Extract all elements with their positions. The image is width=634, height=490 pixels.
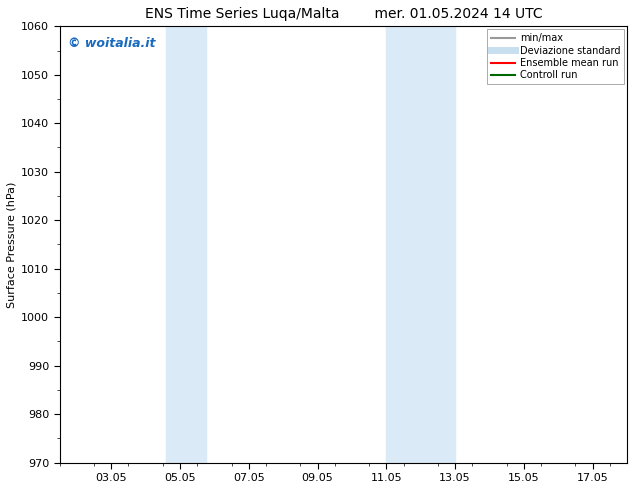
Bar — [386, 26, 455, 463]
Title: ENS Time Series Luqa/Malta        mer. 01.05.2024 14 UTC: ENS Time Series Luqa/Malta mer. 01.05.20… — [145, 7, 542, 21]
Legend: min/max, Deviazione standard, Ensemble mean run, Controll run: min/max, Deviazione standard, Ensemble m… — [487, 29, 624, 84]
Y-axis label: Surface Pressure (hPa): Surface Pressure (hPa) — [7, 181, 17, 308]
Bar — [166, 26, 206, 463]
Text: © woitalia.it: © woitalia.it — [68, 37, 156, 50]
